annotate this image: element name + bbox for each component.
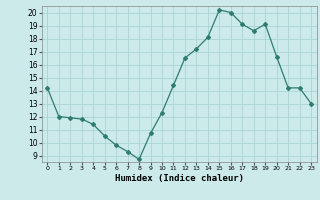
X-axis label: Humidex (Indice chaleur): Humidex (Indice chaleur) <box>115 174 244 183</box>
